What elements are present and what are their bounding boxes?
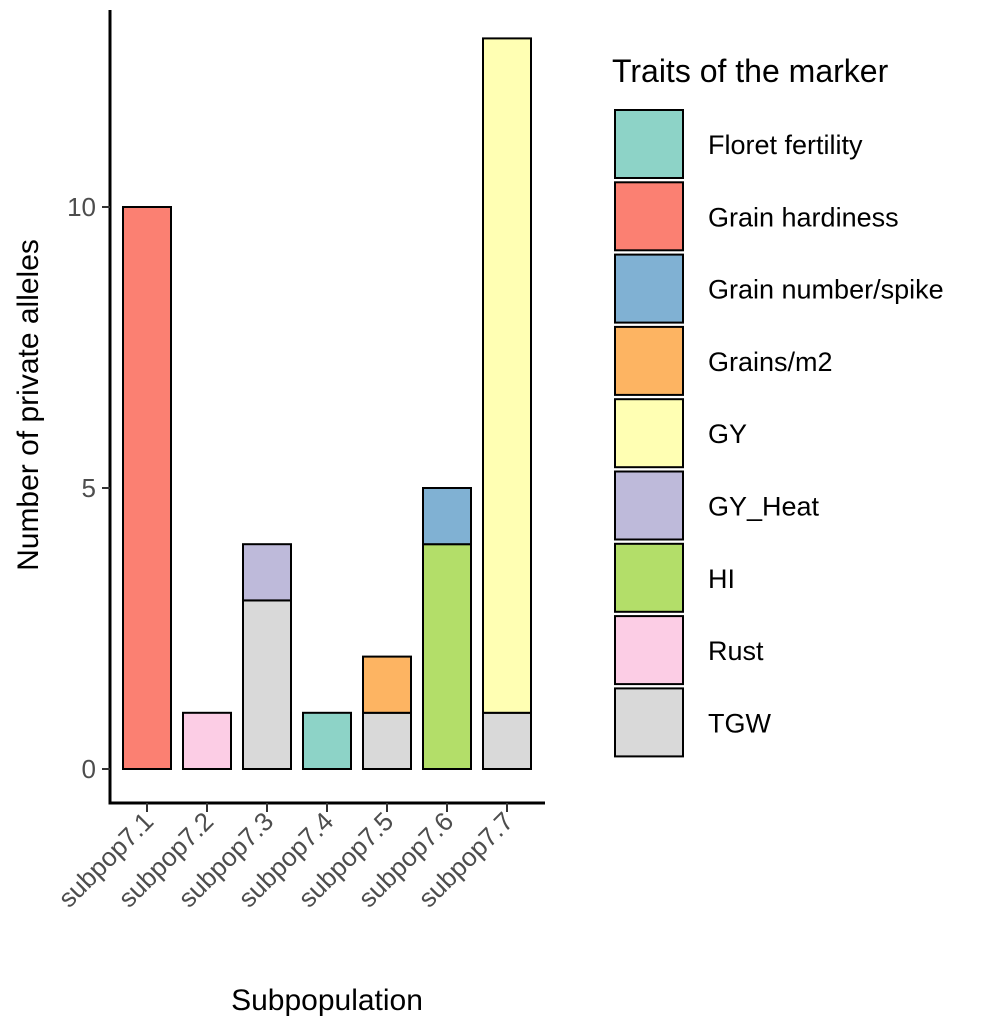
legend-label: TGW bbox=[708, 708, 771, 738]
bar-segment-subpop7-7-tgw bbox=[482, 711, 532, 770]
legend-title: Traits of the marker bbox=[612, 53, 889, 89]
bars-layer bbox=[122, 37, 532, 771]
bar-segment-subpop7-6-hi bbox=[422, 543, 472, 771]
legend-swatch bbox=[614, 542, 684, 613]
bar-segment-subpop7-3-tgw bbox=[242, 599, 292, 771]
bar-segment-subpop7-5-grains-m2 bbox=[362, 655, 412, 714]
legend-swatch bbox=[614, 470, 684, 541]
bar-segment-subpop7-1-grain-hardiness bbox=[122, 206, 172, 770]
legend-swatch bbox=[614, 398, 684, 469]
legend-label: Grain hardiness bbox=[708, 202, 899, 232]
legend-swatch bbox=[614, 615, 684, 686]
bar-segment-subpop7-3-gy-heat bbox=[242, 543, 292, 602]
legend-label: Grains/m2 bbox=[708, 347, 833, 377]
legend-label: Rust bbox=[708, 636, 764, 666]
bar-segment-subpop7-6-grain-number-spike bbox=[422, 487, 472, 546]
legend-swatch bbox=[614, 325, 684, 396]
legend-label: Grain number/spike bbox=[708, 275, 944, 305]
legend-swatch bbox=[614, 253, 684, 324]
bar-segment-subpop7-5-tgw bbox=[362, 711, 412, 770]
y-tick-label: 0 bbox=[82, 754, 96, 784]
legend: Traits of the marker Floret fertility Grai… bbox=[612, 53, 944, 758]
bar-segment-subpop7-7-gy bbox=[482, 37, 532, 714]
legend-label: GY bbox=[708, 419, 747, 449]
y-tick-label: 5 bbox=[82, 473, 96, 503]
legend-label: Floret fertility bbox=[708, 130, 863, 160]
legend-label: GY_Heat bbox=[708, 492, 820, 522]
bar-segment-subpop7-2-rust bbox=[182, 711, 232, 770]
bar-segment-subpop7-4-floret-fertility bbox=[302, 711, 352, 770]
legend-swatch bbox=[614, 687, 684, 758]
x-axis-title: Subpopulation bbox=[231, 984, 423, 1017]
legend-swatch bbox=[614, 109, 684, 179]
legend-label: HI bbox=[708, 564, 735, 594]
y-axis-title: Number of private alleles bbox=[12, 239, 45, 571]
legend-swatch bbox=[614, 181, 684, 252]
y-tick-label: 10 bbox=[67, 192, 96, 222]
